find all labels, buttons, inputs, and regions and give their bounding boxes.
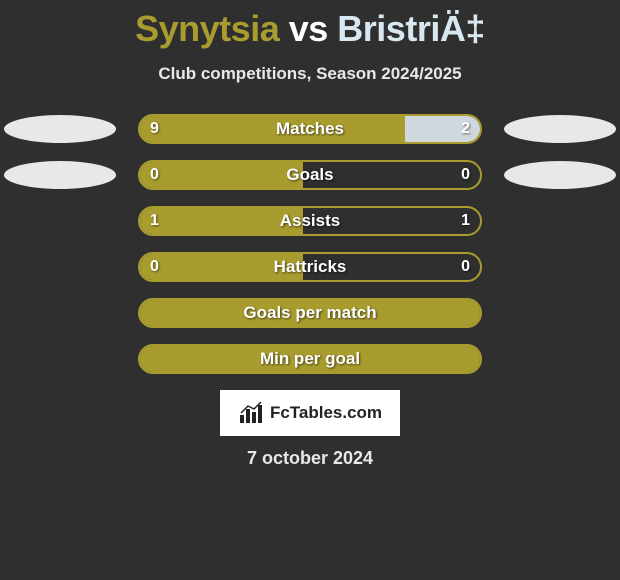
stat-row: Assists1 1 [0,206,620,238]
player1-name: Synytsia [135,8,279,49]
stat-label: Matches [138,114,482,144]
stat-row: Hattricks0 0 [0,252,620,284]
stat-value-left: 1 [150,206,159,236]
player1-photo-placeholder [4,161,116,189]
stat-value-right: 1 [461,206,470,236]
chart-bars-icon [238,401,266,425]
stat-value-left: 0 [150,160,159,190]
vs-separator: vs [289,8,328,49]
stat-row: Goals0 0 [0,160,620,192]
stat-row: Matches9 2 [0,114,620,146]
stat-label: Goals per match [138,298,482,328]
stat-value-left: 9 [150,114,159,144]
logo-text: FcTables.com [270,403,382,423]
stat-label: Hattricks [138,252,482,282]
comparison-title: Synytsia vs BristriÄ‡ [0,0,620,50]
player2-photo-placeholder [504,161,616,189]
stat-value-right: 0 [461,160,470,190]
stat-label: Assists [138,206,482,236]
stat-label: Min per goal [138,344,482,374]
subtitle: Club competitions, Season 2024/2025 [0,64,620,84]
player2-photo-placeholder [504,115,616,143]
stat-label: Goals [138,160,482,190]
stats-chart: Matches92Goals00Assists11Hattricks00Goal… [0,114,620,376]
stat-value-right: 0 [461,252,470,282]
stat-row: Goals per match [0,298,620,330]
stat-value-right: 2 [461,114,470,144]
player1-photo-placeholder [4,115,116,143]
date-label: 7 october 2024 [0,448,620,469]
fctables-logo: FcTables.com [220,390,400,436]
stat-row: Min per goal [0,344,620,376]
stat-value-left: 0 [150,252,159,282]
player2-name: BristriÄ‡ [337,8,485,49]
